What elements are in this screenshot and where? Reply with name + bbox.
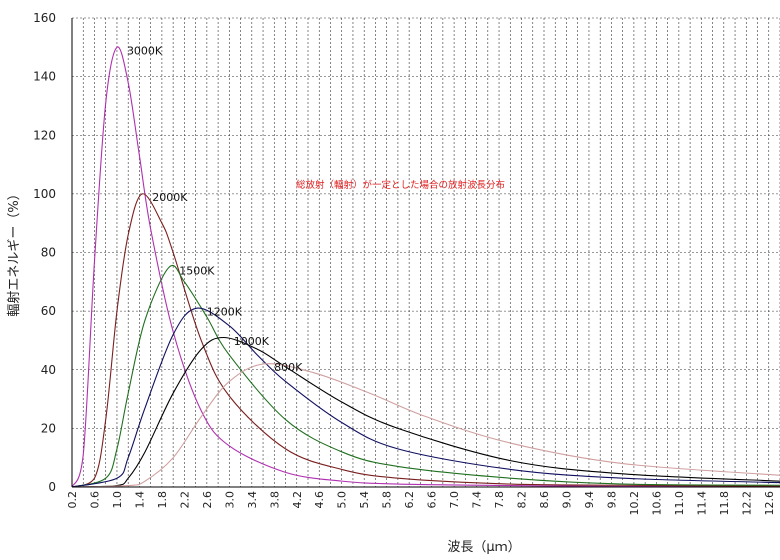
y-tick-label: 80 (41, 246, 56, 260)
x-tick-label: 1.0 (111, 491, 124, 509)
series-label-1200k: 1200K (207, 306, 243, 319)
x-tick-label: 11.0 (673, 491, 686, 516)
series-label-1000k: 1000K (234, 335, 270, 348)
series-label-800k: 800K (274, 361, 303, 374)
series-line-800k (71, 363, 780, 488)
x-tick-label: 7.4 (471, 491, 484, 509)
x-tick-label: 4.2 (291, 491, 304, 509)
x-tick-label: 9.0 (560, 491, 573, 509)
x-tick-label: 10.2 (628, 491, 641, 516)
x-tick-label: 1.8 (156, 491, 169, 509)
y-tick-label: 160 (33, 11, 56, 25)
x-tick-label: 8.6 (538, 491, 551, 509)
y-tick-labels: 0 20 40 60 80 100 120 140 160 (33, 11, 56, 494)
x-tick-label: 3.4 (246, 491, 259, 509)
y-tick-label: 60 (41, 304, 56, 318)
series-label-1500k: 1500K (179, 264, 215, 277)
x-tick-label: 7.8 (493, 491, 506, 509)
x-tick-label: 8.2 (516, 491, 529, 509)
y-tick-label: 20 (41, 421, 56, 435)
x-tick-label: 0.2 (66, 491, 79, 509)
x-tick-label: 6.6 (426, 491, 439, 509)
x-tick-label: 9.8 (605, 491, 618, 509)
chart-annotation: 総放射（輻射）が一定とした場合の放射波長分布 (296, 179, 505, 191)
series-line-3000k (71, 46, 780, 488)
x-tick-label: 10.6 (650, 491, 663, 516)
x-tick-label: 4.6 (313, 491, 326, 509)
x-tick-label: 12.2 (740, 491, 753, 516)
x-axis-label: 波長（μｍ） (447, 540, 520, 555)
x-tick-label: 7.0 (448, 491, 461, 509)
y-tick-label: 40 (41, 363, 56, 377)
series-line-2000k (71, 193, 780, 488)
x-tick-label: 5.0 (336, 491, 349, 509)
x-tick-label: 5.4 (358, 491, 371, 509)
axes (71, 18, 780, 488)
series-line-1000k (71, 336, 780, 488)
y-tick-label: 120 (33, 128, 56, 142)
y-tick-label: 140 (33, 70, 56, 84)
x-tick-label: 2.2 (178, 491, 191, 509)
series-label-2000k: 2000K (152, 191, 188, 204)
x-tick-label: 11.8 (718, 491, 731, 516)
x-tick-label: 3.0 (223, 491, 236, 509)
x-tick-label: 0.6 (88, 491, 101, 509)
x-tick-label: 9.4 (583, 491, 596, 509)
series-line-1500k (71, 265, 780, 488)
x-tick-label: 5.8 (381, 491, 394, 509)
x-tick-label: 12.6 (763, 491, 776, 516)
series-lines (71, 46, 780, 488)
x-tick-label: 3.8 (268, 491, 281, 509)
x-tick-label: 1.4 (133, 491, 146, 509)
series-label-3000k: 3000K (127, 45, 163, 58)
series-line-1200k (71, 307, 780, 488)
x-tick-label: 2.6 (201, 491, 214, 509)
x-tick-labels: 0.2 0.6 1.0 1.4 1.8 2.2 2.6 3.0 3.4 3.8 4.2 4.6 5.0 5… (66, 491, 776, 516)
y-tick-label: 0 (48, 480, 56, 494)
y-tick-label: 100 (33, 187, 56, 201)
y-axis-label: 輻射エネルギー（%） (6, 187, 22, 316)
x-tick-label: 6.2 (403, 491, 416, 509)
series-labels: 3000K 2000K 1500K 1200K 1000K 800K (127, 45, 303, 375)
x-tick-label: 11.4 (695, 491, 708, 516)
